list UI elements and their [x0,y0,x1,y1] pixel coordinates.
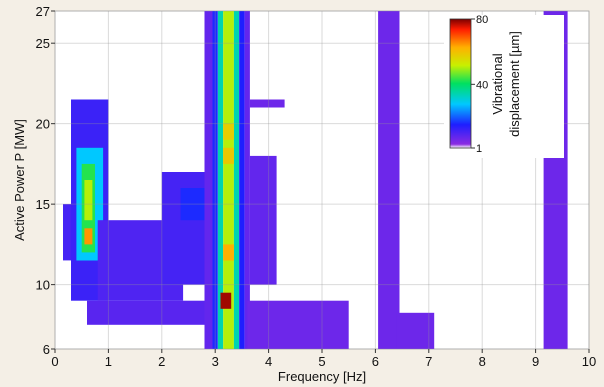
heatmap-cell [217,11,224,349]
colorbar-label-line1: Vibrational [490,53,505,114]
heatmap-cell [244,11,250,349]
heatmap-cell [212,11,218,349]
heatmap-cell [247,300,349,349]
x-tick-label: 6 [372,354,379,369]
x-tick-label: 5 [318,354,325,369]
colorbar-tick-label: 80 [476,14,488,26]
heatmap-cell [87,300,205,325]
x-axis-ticks: 0 1 2 3 4 5 6 7 8 9 10 [51,349,596,369]
heatmap-cell [233,11,240,349]
heatmap-cell [84,228,93,245]
y-tick-label: 15 [36,197,50,212]
heatmap-cell [239,11,245,349]
colorbar-tick-label: 1 [476,143,482,155]
heatmap-cell [223,11,234,349]
y-axis-title: Active Power P [MW] [12,119,27,241]
heatmap-cell [63,204,71,261]
x-axis-title: Frequency [Hz] [278,369,366,384]
heatmap-cell [249,155,277,285]
y-tick-label: 6 [43,342,50,357]
y-tick-label: 25 [36,36,50,51]
heatmap-cell [223,244,234,261]
colorbar-label-line2: displacement [µm] [507,31,522,137]
heatmap-cell [396,312,435,349]
x-tick-label: 7 [425,354,432,369]
colorbar-tick-label: 40 [476,79,488,91]
x-tick-label: 9 [532,354,539,369]
heatmap-cell [84,180,93,221]
x-tick-label: 0 [51,354,58,369]
x-tick-label: 1 [105,354,112,369]
x-tick-label: 2 [158,354,165,369]
heatmap-cell [223,123,234,140]
y-tick-label: 10 [36,278,50,293]
colorbar-ticks: 80 40 1 [471,14,488,155]
colorbar-gradient [449,18,472,149]
x-tick-label: 8 [479,354,486,369]
heatmap-cell [249,99,285,108]
x-tick-label: 3 [212,354,219,369]
y-tick-label: 27 [36,4,50,19]
heatmap-cell [223,147,234,164]
heatmap-cell [180,188,205,221]
y-axis-ticks: 6 10 15 20 25 27 [36,4,55,357]
y-tick-label: 20 [36,117,50,132]
x-tick-label: 10 [582,354,596,369]
heatmap-cell [204,11,213,349]
colorbar: 80 40 1 Vibrational displacement [µm] [444,14,564,158]
heatmap-cell [378,11,400,349]
heatmap-cell [220,292,232,309]
x-tick-label: 4 [265,354,272,369]
